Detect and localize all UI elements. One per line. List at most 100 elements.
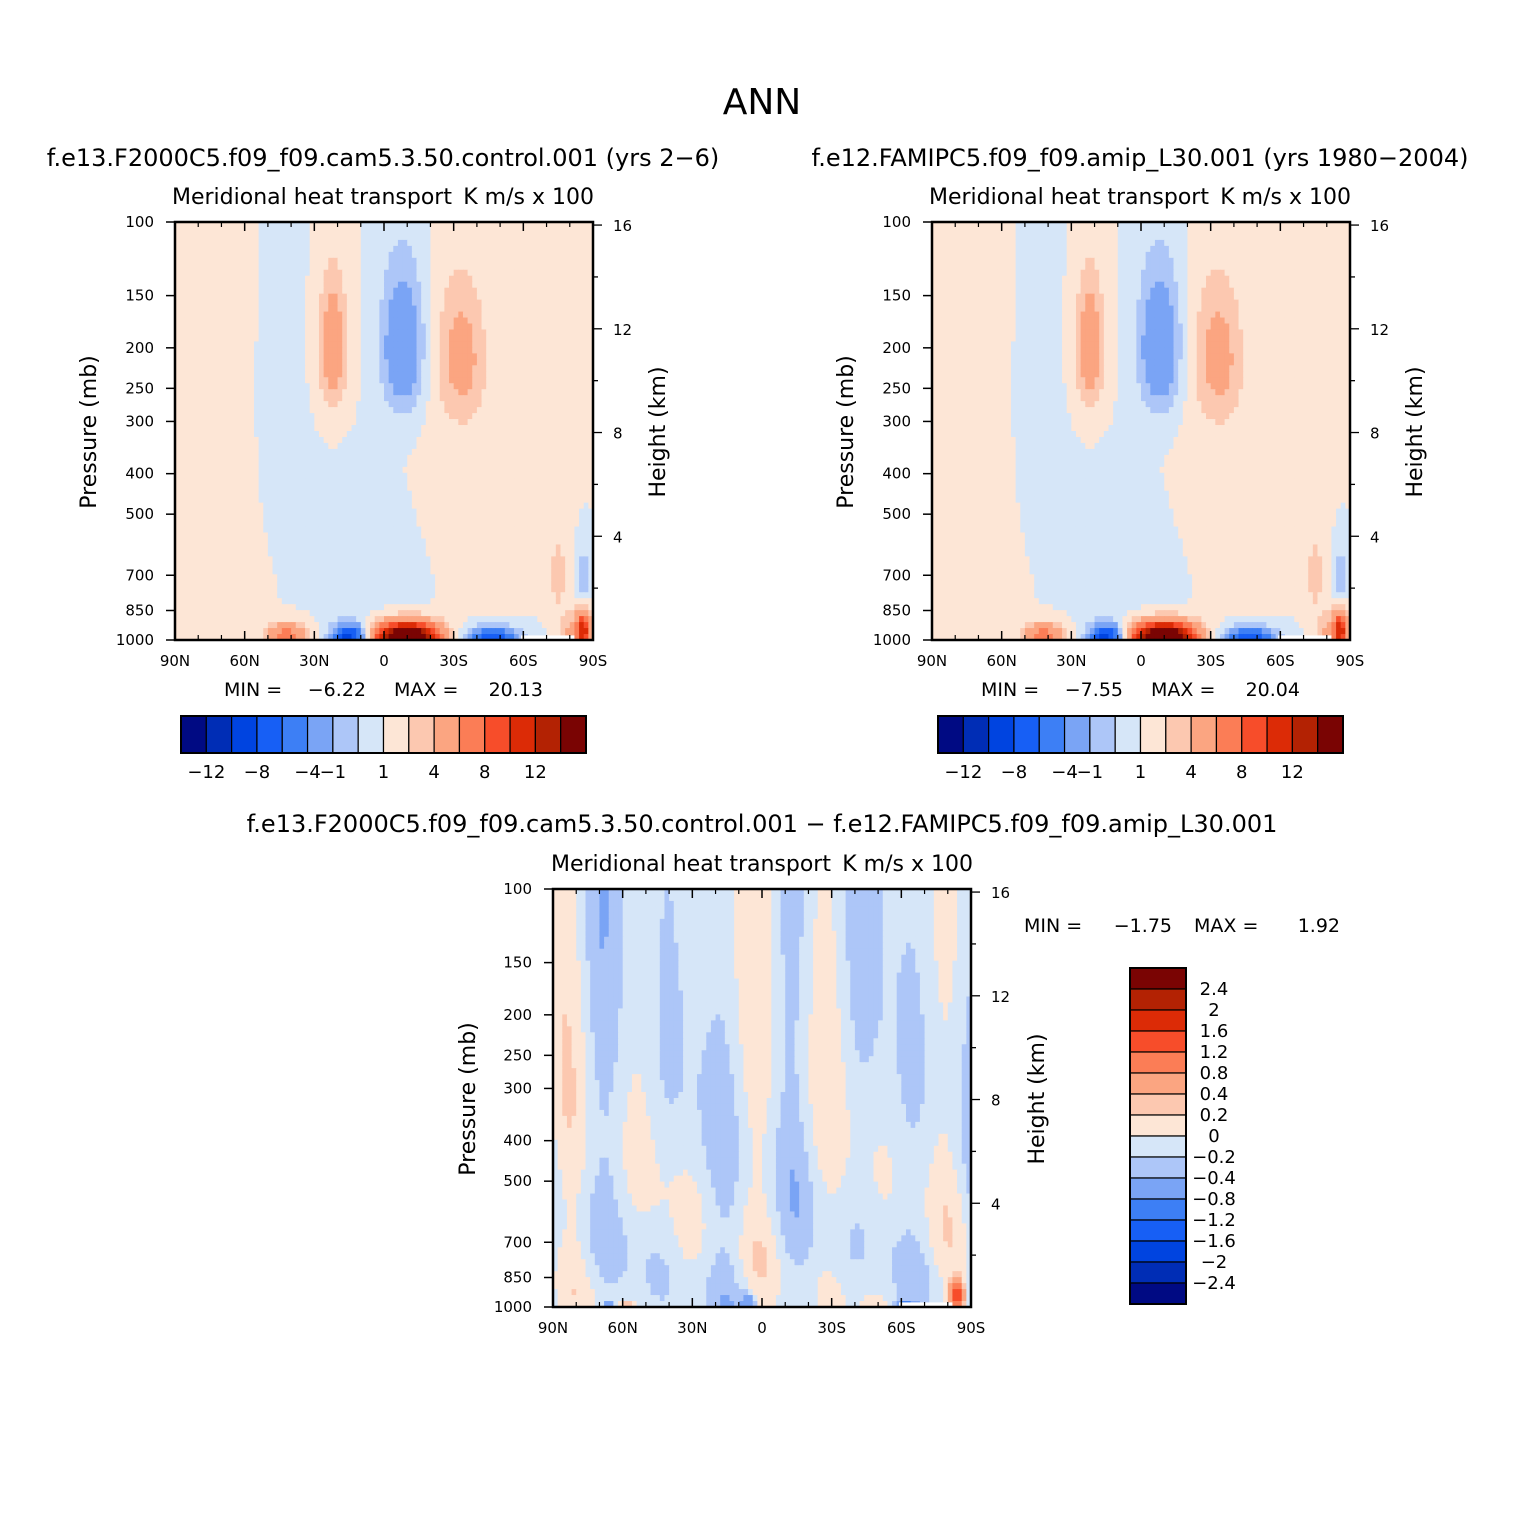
panel-2-plot: 90N 60N 30N 0 30S 60S 90S 100 150 200 250 300 400 500… xyxy=(873,213,1389,670)
panel-2-ytick-8: 850 xyxy=(882,601,911,619)
panel-3-min-value: −1.75 xyxy=(1114,915,1172,937)
panel-3-colorbar-label-12: −1.6 xyxy=(1192,1231,1236,1252)
panel-3-ytick-4: 300 xyxy=(503,1079,532,1097)
panel-2-contour-fill xyxy=(932,222,1351,641)
panel-3-colorbar-swatch-8 xyxy=(1129,1135,1187,1158)
panel-3-xtick-1: 60N xyxy=(608,1319,638,1337)
panel-2-units: K m/s x 100 xyxy=(1220,185,1351,210)
panel-2-y-label: Pressure (mb) xyxy=(834,355,859,509)
panel-3-xtick-4: 30S xyxy=(817,1319,846,1337)
panel-2-colorbar-label-2: −4 xyxy=(1051,762,1078,783)
panel-3-y-label: Pressure (mb) xyxy=(456,1022,481,1176)
panel-3-colorbar-label-3: 1.2 xyxy=(1200,1042,1229,1063)
panel-3-colorbar-label-9: −0.4 xyxy=(1192,1168,1236,1189)
panel-2-xtick-4: 30S xyxy=(1196,652,1225,670)
panel-3-ytick-5: 400 xyxy=(503,1132,532,1150)
panel-1-colorbar: −12 −8 −4−1 1 4 8 12 xyxy=(180,715,587,783)
panel-2-min-label: MIN = xyxy=(981,679,1039,701)
panel-1-xtick-4: 30S xyxy=(439,652,468,670)
panel-1-ytick-3: 250 xyxy=(125,379,154,397)
panel-3-contour-fill xyxy=(553,889,972,1308)
panel-3-y2tick-2: 8 xyxy=(991,1092,1001,1110)
panel-1-xtick-6: 90S xyxy=(579,652,608,670)
panel-3-colorbar-swatch-10 xyxy=(1129,1177,1187,1200)
panel-3-colorbar-swatch-5 xyxy=(1129,1072,1187,1095)
panel-3-colorbar-label-7: 0 xyxy=(1208,1126,1219,1147)
panel-2-colorbar-swatch-9 xyxy=(1165,715,1192,754)
panel-3-ytick-2: 200 xyxy=(503,1006,532,1024)
panel-3-colorbar: 2.421.61.20.80.40.20−0.2−0.4−0.8−1.2−1.6… xyxy=(1129,967,1236,1305)
panel-3-max-value: 1.92 xyxy=(1298,915,1340,937)
panel-1-colorbar-swatch-10 xyxy=(433,715,461,754)
panel-1-ytick-9: 1000 xyxy=(116,631,154,649)
panel-2-xtick-3: 0 xyxy=(1136,652,1146,670)
panel-1-colorbar-swatch-9 xyxy=(408,715,435,754)
panel-1-y2tick-2: 8 xyxy=(613,425,623,443)
panel-1-y2tick-1: 12 xyxy=(613,321,632,339)
panel-3-colorbar-swatch-3 xyxy=(1129,1030,1187,1053)
panel-3-colorbar-swatch-9 xyxy=(1129,1156,1187,1179)
panel-1-missing-data xyxy=(521,635,575,640)
panel-3-colorbar-swatch-7 xyxy=(1129,1114,1187,1137)
panel-3-colorbar-swatch-2 xyxy=(1129,1009,1187,1032)
panel-1-max-label: MAX = xyxy=(394,679,458,701)
panel-1-colorbar-swatch-15 xyxy=(560,715,587,754)
panel-2-case-label: f.e12.FAMIPC5.f09_f09.amip_L30.001 (yrs … xyxy=(812,144,1469,172)
panel-1-colorbar-label-4: 1 xyxy=(378,762,389,783)
panel-1-colorbar-swatch-6 xyxy=(332,715,359,754)
panel-1-colorbar-swatch-1 xyxy=(205,715,233,754)
panel-1-ytick-0: 100 xyxy=(125,213,154,231)
panel-2-colorbar-swatch-7 xyxy=(1114,715,1142,754)
panel-1-xtick-2: 30N xyxy=(299,652,329,670)
panel-3-max-label: MAX = xyxy=(1194,915,1258,937)
panel-3-y2tick-0: 16 xyxy=(991,884,1010,902)
panel-1-y2-label: Height (km) xyxy=(646,366,671,497)
panel-1-max-value: 20.13 xyxy=(489,679,543,701)
panel-1-colorbar-swatch-7 xyxy=(357,715,385,754)
panel-2-colorbar-swatch-2 xyxy=(988,715,1015,754)
panel-2-colorbar-swatch-13 xyxy=(1266,715,1293,754)
panel-2-colorbar-swatch-11 xyxy=(1215,715,1243,754)
panel-1-colorbar-swatch-11 xyxy=(458,715,486,754)
figure-title: ANN xyxy=(723,82,802,123)
panel-2-ytick-9: 1000 xyxy=(873,631,911,649)
panel-1-ytick-6: 500 xyxy=(125,505,154,523)
panel-2-colorbar-swatch-5 xyxy=(1063,715,1091,754)
panel-2-y2tick-2: 8 xyxy=(1370,425,1380,443)
panel-2-max-value: 20.04 xyxy=(1246,679,1300,701)
panel-2-colorbar-label-0: −12 xyxy=(944,762,982,783)
panel-2: f.e12.FAMIPC5.f09_f09.amip_L30.001 (yrs … xyxy=(812,144,1469,783)
panel-1-colorbar-label-6: 8 xyxy=(479,762,490,783)
panel-2-ytick-4: 300 xyxy=(882,412,911,430)
panel-2-colorbar-swatch-8 xyxy=(1139,715,1167,754)
panel-1-xtick-1: 60N xyxy=(230,652,260,670)
panel-2-colorbar-label-4: 1 xyxy=(1135,762,1146,783)
panel-1-case-label: f.e13.F2000C5.f09_f09.cam5.3.50.control.… xyxy=(47,144,720,172)
panel-3-min-label: MIN = xyxy=(1024,915,1082,937)
panel-1-ytick-8: 850 xyxy=(125,601,154,619)
panel-3-ytick-9: 1000 xyxy=(494,1298,532,1316)
panel-3-colorbar-swatch-0 xyxy=(1129,967,1187,990)
panel-3: f.e13.F2000C5.f09_f09.cam5.3.50.control.… xyxy=(247,810,1340,1337)
panel-2-colorbar-label-5: 4 xyxy=(1185,762,1196,783)
panel-1-colorbar-swatch-0 xyxy=(180,715,207,754)
panel-1-colorbar-swatch-3 xyxy=(256,715,283,754)
panel-3-case-label: f.e13.F2000C5.f09_f09.cam5.3.50.control.… xyxy=(247,810,1278,838)
panel-1-ytick-2: 200 xyxy=(125,339,154,357)
panel-2-y2tick-1: 12 xyxy=(1370,321,1389,339)
panel-3-colorbar-label-11: −1.2 xyxy=(1192,1210,1236,1231)
panel-3-xtick-3: 0 xyxy=(757,1319,767,1337)
panel-3-ytick-7: 700 xyxy=(503,1233,532,1251)
panel-3-units: K m/s x 100 xyxy=(842,852,973,877)
panel-2-colorbar-label-6: 8 xyxy=(1236,762,1247,783)
panel-3-y2-label: Height (km) xyxy=(1025,1033,1050,1164)
panel-3-title: Meridional heat transport xyxy=(551,852,831,877)
panel-2-colorbar-swatch-12 xyxy=(1241,715,1268,754)
panel-1-colorbar-label-7: 12 xyxy=(524,762,547,783)
panel-2-ytick-0: 100 xyxy=(882,213,911,231)
panel-3-colorbar-label-6: 0.2 xyxy=(1200,1105,1229,1126)
panel-2-ytick-7: 700 xyxy=(882,566,911,584)
panel-2-y2tick-3: 4 xyxy=(1370,528,1380,546)
panel-3-colorbar-swatch-11 xyxy=(1129,1198,1187,1221)
